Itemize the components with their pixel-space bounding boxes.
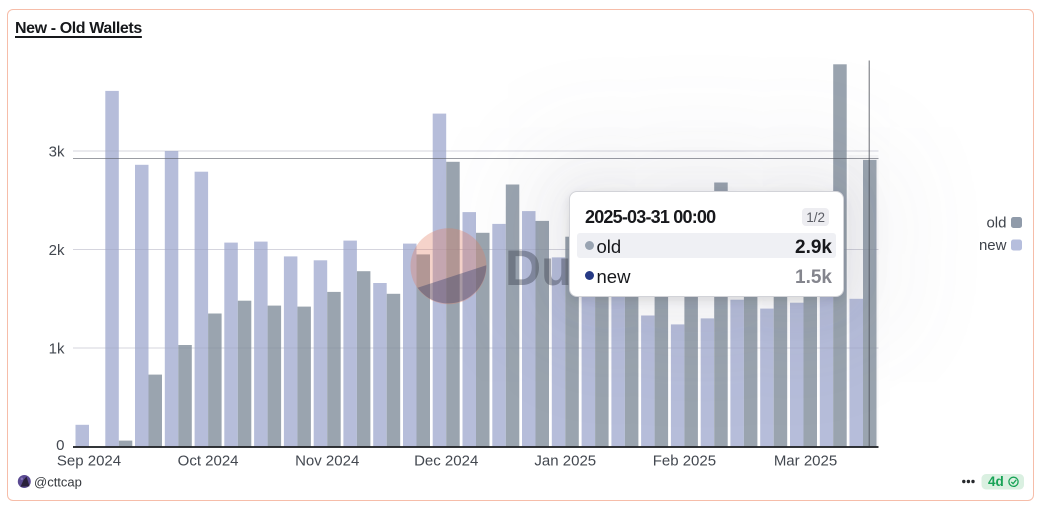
svg-text:2k: 2k [49,242,65,259]
svg-text:1k: 1k [49,340,65,357]
svg-text:Dec 2024: Dec 2024 [414,453,478,470]
svg-text:Nov 2024: Nov 2024 [295,453,359,470]
svg-text:0: 0 [56,437,64,454]
svg-text:new: new [979,237,1007,254]
svg-text:4d: 4d [988,474,1004,489]
svg-text:Jan 2025: Jan 2025 [534,453,596,470]
svg-text:Oct 2024: Oct 2024 [178,453,239,470]
svg-text:old: old [986,215,1006,232]
svg-text:@cttcap: @cttcap [34,474,82,489]
svg-text:Sep 2024: Sep 2024 [57,453,121,470]
svg-text:Mar 2025: Mar 2025 [774,453,837,470]
svg-text:3k: 3k [49,143,65,160]
svg-text:Feb 2025: Feb 2025 [653,453,716,470]
